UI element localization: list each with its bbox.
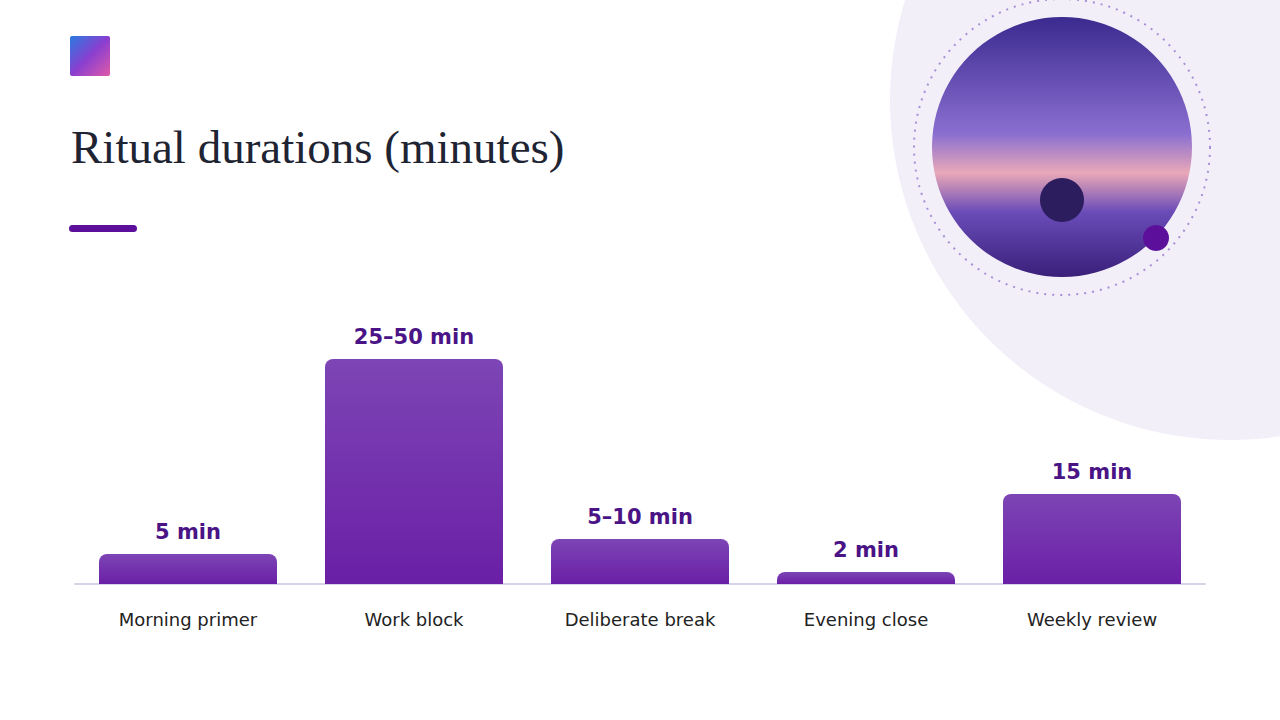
svg-text:5–10 min: 5–10 min	[587, 505, 693, 529]
svg-text:Evening close: Evening close	[804, 609, 928, 630]
svg-text:Morning primer: Morning primer	[119, 609, 258, 630]
svg-text:Ritual durations (minutes): Ritual durations (minutes)	[71, 121, 564, 173]
svg-text:25–50 min: 25–50 min	[354, 325, 474, 349]
svg-text:Deliberate break: Deliberate break	[565, 609, 716, 630]
svg-text:15 min: 15 min	[1052, 460, 1133, 484]
svg-text:5 min: 5 min	[155, 520, 221, 544]
svg-text:Weekly review: Weekly review	[1027, 609, 1157, 630]
svg-text:2 min: 2 min	[833, 538, 899, 562]
svg-text:Work block: Work block	[364, 609, 464, 630]
